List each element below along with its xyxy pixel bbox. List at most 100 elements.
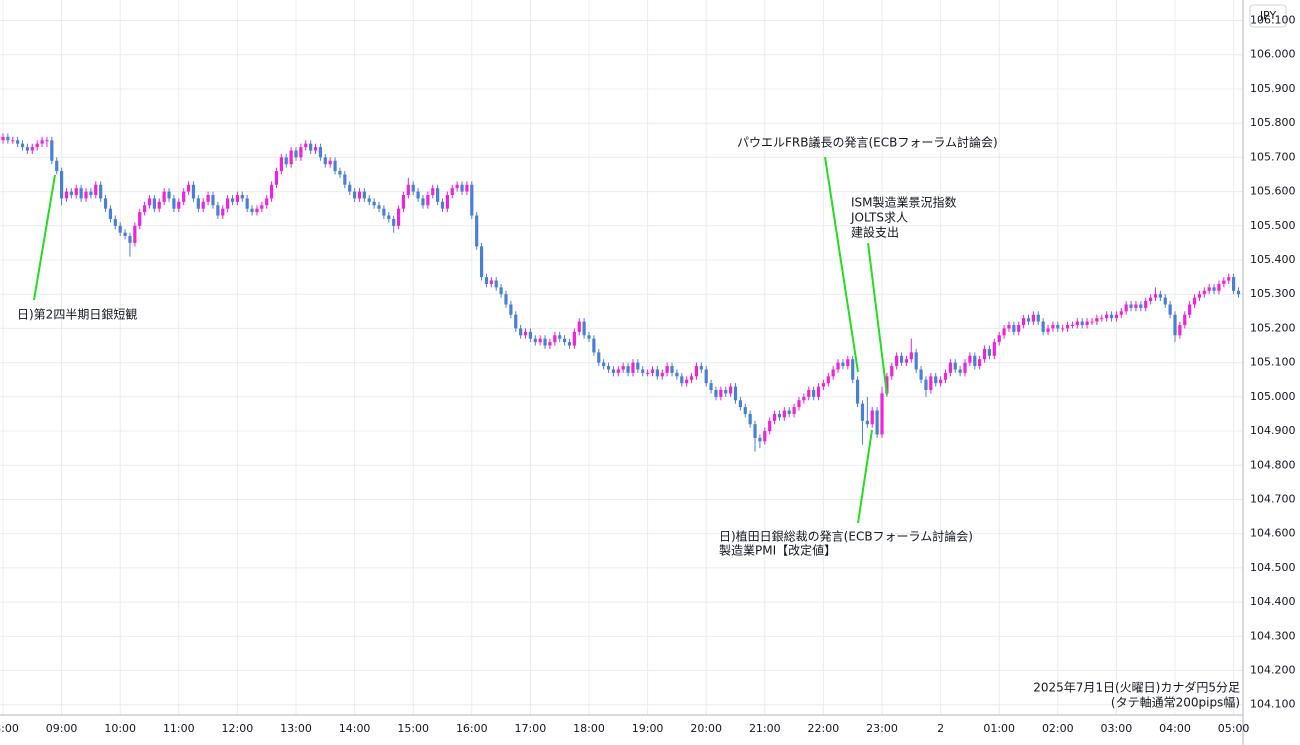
candle-body bbox=[1022, 318, 1026, 325]
candle-body bbox=[802, 396, 806, 401]
candle-body bbox=[997, 335, 1001, 343]
candle-body bbox=[191, 184, 196, 199]
candle-body bbox=[1134, 304, 1138, 308]
candle-body bbox=[11, 140, 15, 142]
candle-body bbox=[1031, 314, 1035, 322]
candle-body bbox=[924, 379, 928, 390]
candle-body bbox=[572, 331, 576, 346]
candle-body bbox=[284, 157, 288, 165]
candle-body bbox=[670, 366, 674, 373]
candle-body bbox=[245, 198, 249, 209]
leader-line bbox=[824, 156, 859, 373]
candle-body bbox=[860, 403, 865, 421]
candle-body bbox=[30, 147, 34, 151]
candle-body bbox=[1207, 287, 1211, 291]
candle-body bbox=[533, 338, 537, 343]
x-tick-label: 05:00 bbox=[1218, 722, 1250, 735]
candle-body bbox=[309, 143, 313, 151]
candle-body bbox=[606, 366, 611, 370]
candle-body bbox=[553, 335, 557, 343]
x-tick-label: 22:00 bbox=[808, 722, 840, 735]
leader-line bbox=[857, 429, 873, 524]
candle-body bbox=[265, 198, 269, 206]
candle-body bbox=[1041, 321, 1045, 332]
candle-body bbox=[772, 413, 777, 421]
candle-body bbox=[206, 195, 210, 202]
candle-body bbox=[1217, 283, 1221, 291]
x-tick-label: 19:00 bbox=[632, 722, 664, 735]
candle-body bbox=[865, 420, 869, 425]
y-tick-label: 105.100 bbox=[1250, 356, 1296, 369]
candle-body bbox=[1139, 304, 1143, 308]
candle-body bbox=[436, 188, 440, 202]
x-tick-label: 02:00 bbox=[1042, 722, 1074, 735]
candle-body bbox=[763, 431, 767, 442]
candle-body bbox=[269, 184, 274, 199]
candle-body bbox=[509, 304, 513, 315]
candle-body bbox=[768, 420, 772, 432]
candle-body bbox=[748, 413, 752, 425]
candle-body bbox=[128, 236, 132, 243]
candle-body bbox=[826, 376, 830, 384]
candle-body bbox=[602, 362, 606, 367]
candle-body bbox=[1061, 328, 1065, 330]
candle-body bbox=[1227, 277, 1231, 281]
caption: 2025年7月1日(火曜日)カナダ円5分足 bbox=[1033, 680, 1240, 695]
candle-body bbox=[99, 184, 103, 199]
candle-body bbox=[64, 191, 69, 199]
y-tick-label: 106.000 bbox=[1250, 48, 1296, 61]
candle-body bbox=[699, 366, 703, 370]
candle-body bbox=[426, 195, 430, 206]
candle-body bbox=[201, 201, 205, 209]
currency-box bbox=[1249, 4, 1287, 28]
candle-body bbox=[948, 362, 952, 373]
y-tick-label: 105.900 bbox=[1250, 82, 1296, 95]
candle-body bbox=[1080, 321, 1084, 325]
candle-body bbox=[465, 184, 469, 192]
candle-body bbox=[831, 369, 835, 377]
candle-body bbox=[753, 424, 757, 438]
candle-body bbox=[855, 379, 860, 404]
candle-body bbox=[25, 147, 30, 151]
x-tick-label: 01:00 bbox=[983, 722, 1015, 735]
candle-body bbox=[636, 362, 640, 370]
x-tick-label: 14:00 bbox=[339, 722, 371, 735]
candle-body bbox=[177, 201, 181, 209]
candle-body bbox=[1036, 314, 1040, 322]
candle-body bbox=[362, 191, 366, 199]
candle-body bbox=[875, 410, 879, 435]
candle-body bbox=[929, 376, 933, 390]
candle-body bbox=[685, 379, 689, 384]
candle-body bbox=[821, 383, 825, 387]
candle-body bbox=[367, 198, 371, 202]
candle-body bbox=[836, 362, 840, 370]
candle-body bbox=[562, 338, 567, 343]
candle-body bbox=[299, 147, 303, 158]
annotation: JOLTS求人 bbox=[850, 211, 908, 225]
candle-body bbox=[621, 366, 625, 370]
y-tick-label: 104.800 bbox=[1250, 458, 1296, 471]
candle-body bbox=[84, 191, 88, 199]
candle-body bbox=[660, 372, 664, 377]
candle-body bbox=[523, 331, 528, 336]
candle-body bbox=[499, 287, 503, 295]
candle-body bbox=[353, 191, 357, 199]
y-tick-label: 104.300 bbox=[1250, 629, 1296, 642]
candle-body bbox=[172, 198, 176, 209]
candle-body bbox=[182, 191, 186, 202]
x-tick-label: 17:00 bbox=[515, 722, 547, 735]
candle-body bbox=[152, 198, 156, 209]
candle-body bbox=[914, 352, 918, 370]
y-tick-label: 106.100 bbox=[1250, 14, 1296, 27]
candle-body bbox=[738, 400, 742, 408]
leader-line bbox=[33, 174, 56, 301]
candle-body bbox=[680, 376, 684, 384]
annotation: 日)第2四半期日銀短観 bbox=[17, 308, 137, 322]
candle-body bbox=[221, 208, 225, 216]
y-axis-label: JPY bbox=[1259, 9, 1277, 22]
candle-body bbox=[1056, 325, 1060, 329]
candle-body bbox=[1065, 325, 1070, 329]
x-tick-label: 23:00 bbox=[866, 722, 898, 735]
